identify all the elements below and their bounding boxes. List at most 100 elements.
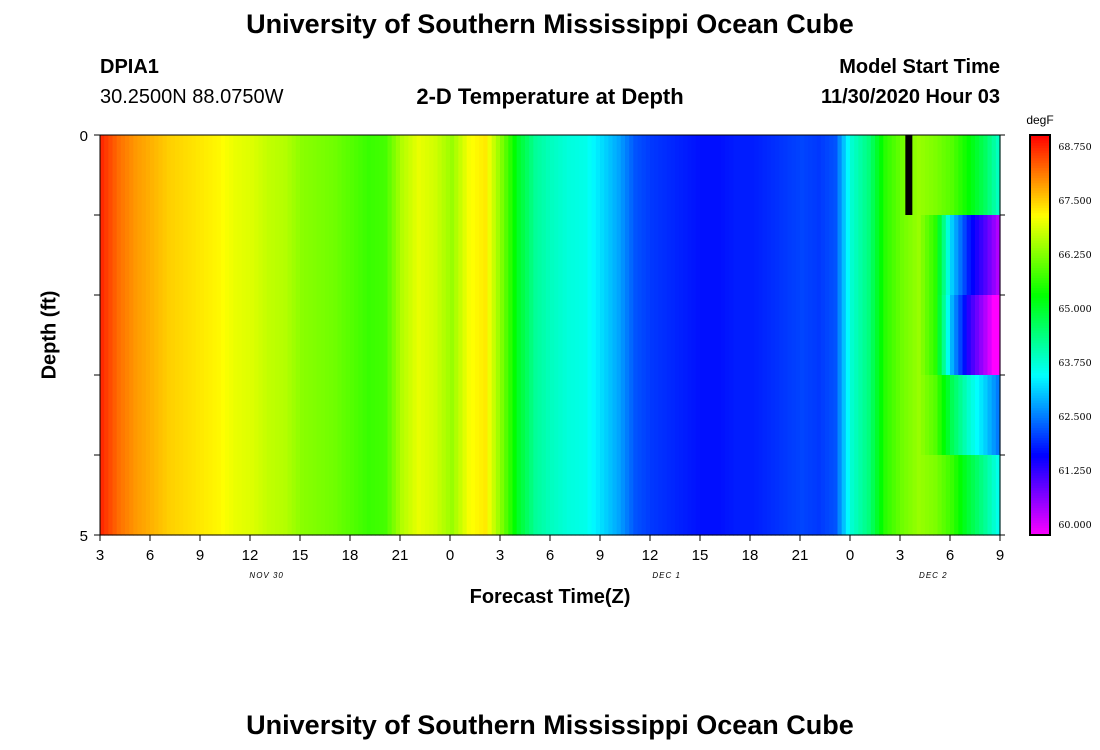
heatmap-cell (554, 375, 559, 456)
heatmap-cell (891, 455, 897, 536)
heatmap-cell (700, 375, 705, 456)
heatmap-cell (800, 375, 805, 456)
heatmap-cell (466, 295, 472, 376)
heatmap-cell (883, 215, 889, 296)
heatmap-cell (987, 135, 993, 216)
heatmap-cell (883, 135, 889, 216)
heatmap-cell (925, 375, 930, 456)
heatmap-cell (983, 375, 989, 456)
colorbar-segment (1030, 337, 1050, 341)
heatmap-cell (404, 215, 409, 296)
heatmap-cell (725, 215, 730, 296)
heatmap-cell (766, 375, 772, 456)
heatmap-cell (183, 375, 189, 456)
heatmap-cell (412, 375, 418, 456)
heatmap-cell (675, 215, 680, 296)
heatmap-cell (341, 295, 347, 376)
heatmap-cell (308, 135, 314, 216)
heatmap-cell (141, 455, 147, 536)
heatmap-cell (395, 295, 401, 376)
colorbar-segment (1030, 527, 1050, 531)
heatmap-cell (312, 455, 318, 536)
colorbar-segment (1030, 205, 1050, 209)
heatmap-cell (337, 375, 343, 456)
heatmap-cell (866, 135, 872, 216)
colorbar-segment (1030, 485, 1050, 489)
heatmap-cell (345, 135, 351, 216)
heatmap-cell (808, 455, 814, 536)
heatmap-cell (662, 375, 668, 456)
heatmap-cell (137, 375, 143, 456)
heatmap-cell (929, 375, 934, 456)
heatmap-cell (708, 295, 714, 376)
heatmap-cell (570, 375, 576, 456)
heatmap-cell (591, 215, 597, 296)
colorbar-segment (1030, 310, 1050, 314)
heatmap-cell (629, 455, 634, 536)
heatmap-cell (754, 135, 759, 216)
heatmap-cell (954, 455, 959, 536)
heatmap-cell (133, 135, 139, 216)
heatmap-cell (933, 215, 939, 296)
heatmap-cell (920, 375, 926, 456)
heatmap-cell (183, 215, 189, 296)
heatmap-cell (737, 215, 743, 296)
heatmap-cell (383, 455, 389, 536)
heatmap-cell (825, 135, 830, 216)
heatmap-cell (879, 135, 884, 216)
heatmap-cell (204, 135, 209, 216)
heatmap-cell (370, 295, 376, 376)
heatmap-cell (237, 135, 243, 216)
heatmap-cell (733, 215, 739, 296)
heatmap-cell (129, 135, 134, 216)
heatmap-cell (225, 455, 230, 536)
x-tick-label: 3 (496, 547, 504, 564)
heatmap-cell (283, 135, 289, 216)
heatmap-cell (600, 295, 605, 376)
heatmap-cell (470, 295, 476, 376)
heatmap-cell (120, 375, 126, 456)
x-tick-label: 9 (196, 547, 204, 564)
colorbar-segment (1030, 260, 1050, 264)
heatmap-cell (420, 295, 426, 376)
heatmap-cell (150, 215, 155, 296)
heatmap-cell (650, 135, 655, 216)
heatmap-cell (595, 375, 601, 456)
heatmap-cell (258, 135, 264, 216)
heatmap-cell (562, 455, 568, 536)
colorbar-segment (1030, 417, 1050, 421)
heatmap-cell (208, 135, 214, 216)
heatmap-cell (100, 375, 105, 456)
heatmap-cell (908, 215, 914, 296)
heatmap-cell (170, 295, 176, 376)
heatmap-cell (375, 455, 380, 536)
heatmap-cell (116, 135, 122, 216)
heatmap-cell (962, 375, 968, 456)
heatmap-cell (287, 215, 293, 296)
heatmap-cell (750, 455, 755, 536)
heatmap-cell (337, 295, 343, 376)
colorbar-segment (1030, 230, 1050, 234)
heatmap-cell (458, 375, 464, 456)
heatmap-cell (958, 455, 964, 536)
colorbar-segment (1030, 432, 1050, 436)
heatmap-cell (833, 295, 839, 376)
heatmap-cell (916, 455, 922, 536)
colorbar-segment (1030, 492, 1050, 496)
heatmap-cell (725, 375, 730, 456)
colorbar-segment (1030, 530, 1050, 534)
heatmap-cell (791, 375, 797, 456)
heatmap-cell (312, 135, 318, 216)
heatmap-cell (300, 455, 305, 536)
heatmap-cell (258, 295, 264, 376)
heatmap-cell (245, 215, 251, 296)
heatmap-cell (158, 215, 164, 296)
heatmap-cell (837, 135, 843, 216)
heatmap-cell (400, 455, 405, 536)
colorbar-segment (1030, 502, 1050, 506)
heatmap-cell (916, 135, 922, 216)
heatmap-cell (625, 455, 630, 536)
heatmap-cell (687, 135, 693, 216)
heatmap-cell (687, 295, 693, 376)
